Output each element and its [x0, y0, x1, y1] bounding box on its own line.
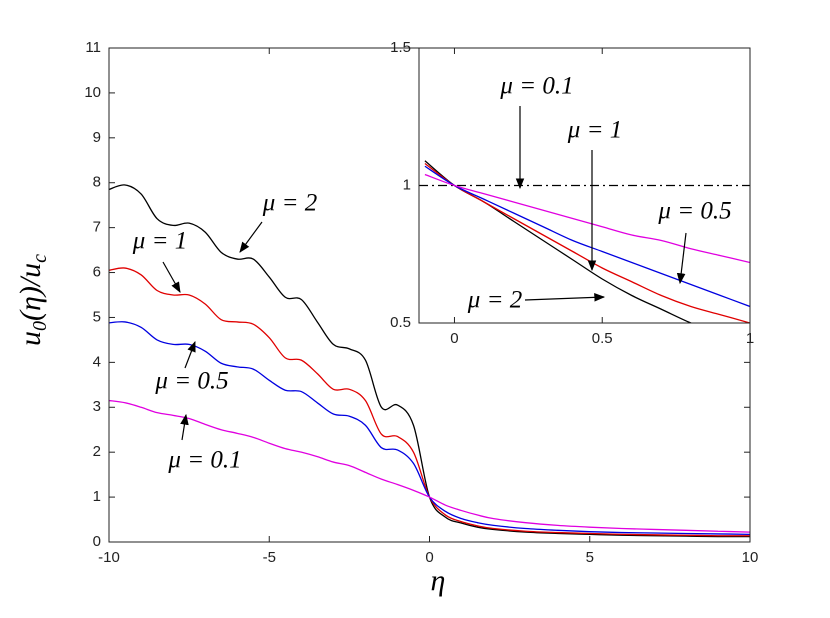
- annotation-arrow: [676, 232, 687, 285]
- annotation: μ = 1: [132, 228, 187, 255]
- series-line: [424, 165, 750, 308]
- x-tick-label: 0: [450, 330, 458, 347]
- y-tick-label: 0.5: [390, 314, 411, 331]
- annotation: μ = 0.5: [154, 368, 228, 395]
- plot-frame: [418, 47, 751, 324]
- x-tick-label: 1: [746, 330, 754, 347]
- series-line: [109, 184, 750, 538]
- y-label-part: 0: [29, 321, 51, 331]
- x-tick-label: -10: [98, 549, 120, 566]
- series-line: [424, 162, 750, 323]
- annotation: μ = 2: [262, 190, 317, 217]
- annotation-arrow: [239, 221, 263, 253]
- y-tick-label: 3: [93, 398, 101, 415]
- annotation-arrow: [180, 413, 189, 441]
- y-tick-label: 1: [403, 176, 411, 193]
- y-tick-label: 11: [85, 39, 101, 56]
- y-tick-label: 9: [93, 129, 101, 146]
- y-tick-label: 10: [84, 84, 101, 101]
- y-tick-label: 1: [93, 488, 101, 505]
- annotation-arrow: [184, 340, 196, 369]
- y-label-part: u: [14, 331, 47, 346]
- y-tick-label: 5: [93, 308, 101, 325]
- y-tick-label: 4: [93, 353, 101, 370]
- annotation-arrow: [524, 293, 606, 302]
- x-tick-label: 5: [586, 549, 594, 566]
- y-tick-label: 0: [93, 533, 101, 550]
- series-group: [424, 160, 750, 323]
- y-label-part: (η)/u: [14, 263, 47, 321]
- y-tick-label: 7: [93, 219, 101, 236]
- x-axis-label: η: [431, 564, 446, 597]
- y-axis-label: u0(η)/uc: [14, 254, 51, 346]
- annotation: μ = 0.1: [499, 73, 573, 100]
- y-tick-label: 1.5: [390, 39, 411, 56]
- y-label-part: c: [29, 254, 51, 263]
- annotation: μ = 2: [467, 287, 522, 314]
- annotation: μ = 0.5: [657, 198, 731, 225]
- x-tick-label: 0.5: [592, 330, 613, 347]
- series-line: [424, 173, 750, 264]
- plot-area: 0 0.5 1 0.5 1 1.5: [390, 39, 754, 347]
- annotation: μ = 1: [567, 117, 622, 144]
- x-tick-label: -5: [263, 549, 276, 566]
- series-line: [109, 399, 750, 533]
- series-line: [109, 267, 750, 537]
- x-tick-label: 0: [425, 549, 433, 566]
- y-tick-label: 8: [93, 174, 101, 191]
- annotation-arrow: [162, 261, 181, 293]
- x-tick-label: 10: [742, 549, 759, 566]
- y-tick-label: 2: [93, 443, 101, 460]
- annotation: μ = 0.1: [167, 447, 241, 474]
- y-tick-label: 6: [93, 264, 101, 281]
